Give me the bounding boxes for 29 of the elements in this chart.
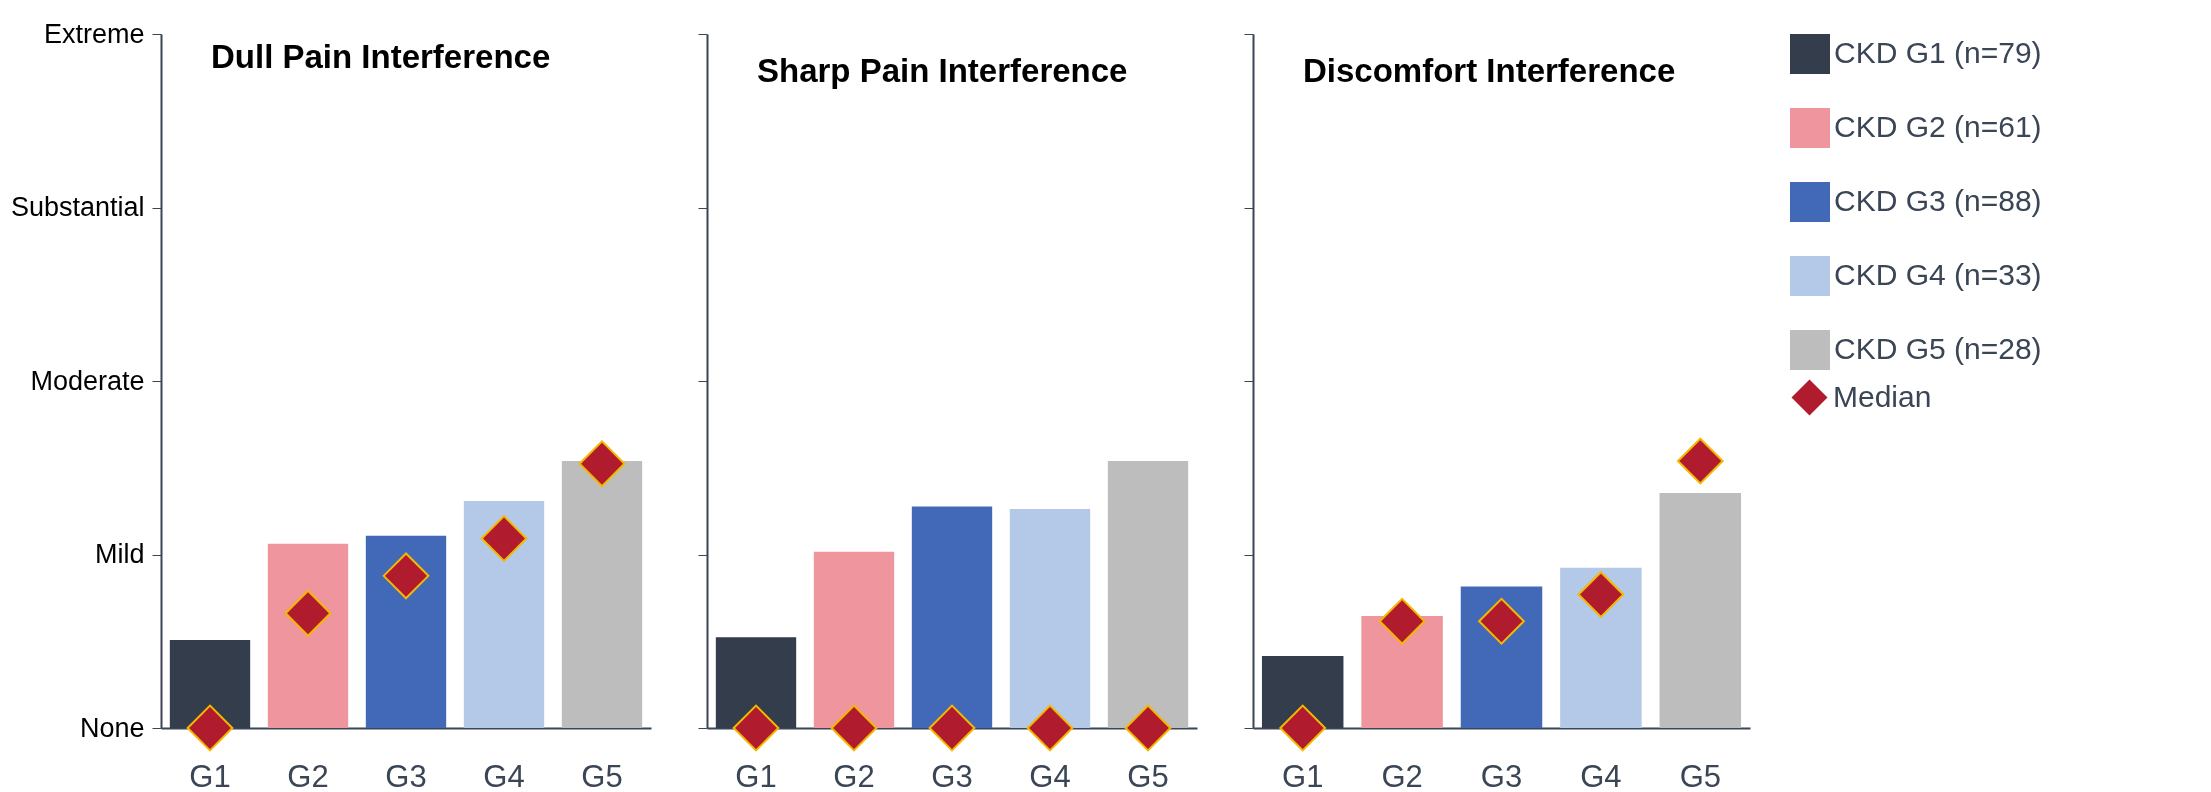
x-tick-label: G3 — [385, 758, 427, 792]
text: Mild — [94, 539, 145, 569]
x-tick-label: G2 — [833, 758, 875, 792]
x-tick-label: G1 — [1282, 758, 1324, 792]
x-tick-label: G3 — [1480, 758, 1523, 792]
x-tick-label: G3 — [931, 758, 973, 792]
x-tick-label: G1 — [735, 758, 777, 792]
x-tick-label: G4 — [483, 758, 525, 792]
x-tick-label: G4 — [1029, 758, 1071, 792]
x-tick-label: G5 — [1679, 758, 1721, 792]
x-tick-label: G5 — [1127, 758, 1169, 792]
x-tick-label: G5 — [581, 758, 623, 792]
legend-label: CKD G4 (n=33) — [1834, 258, 2042, 291]
text: Substantial — [10, 192, 145, 222]
x-tick-label: G2 — [1381, 758, 1423, 792]
text: None — [79, 712, 145, 743]
legend-label: Median — [1833, 379, 1932, 413]
legend-label: CKD G2 (n=61) — [1834, 110, 2042, 143]
legend-label: CKD G5 (n=28) — [1834, 332, 2042, 365]
chart-title: Dull Pain Interference — [211, 38, 551, 75]
x-tick-label: G4 — [1580, 758, 1622, 792]
x-tick-label: G2 — [287, 758, 329, 792]
legend-label: CKD G1 (n=79) — [1834, 36, 2042, 69]
text: Moderate — [30, 365, 145, 396]
text: Extreme — [43, 18, 145, 49]
chart-title: Discomfort Interference — [1303, 51, 1676, 89]
legend-label: CKD G3 (n=88) — [1834, 184, 2042, 217]
chart-title: Sharp Pain Interference — [757, 51, 1128, 89]
x-tick-label: G1 — [189, 758, 231, 792]
